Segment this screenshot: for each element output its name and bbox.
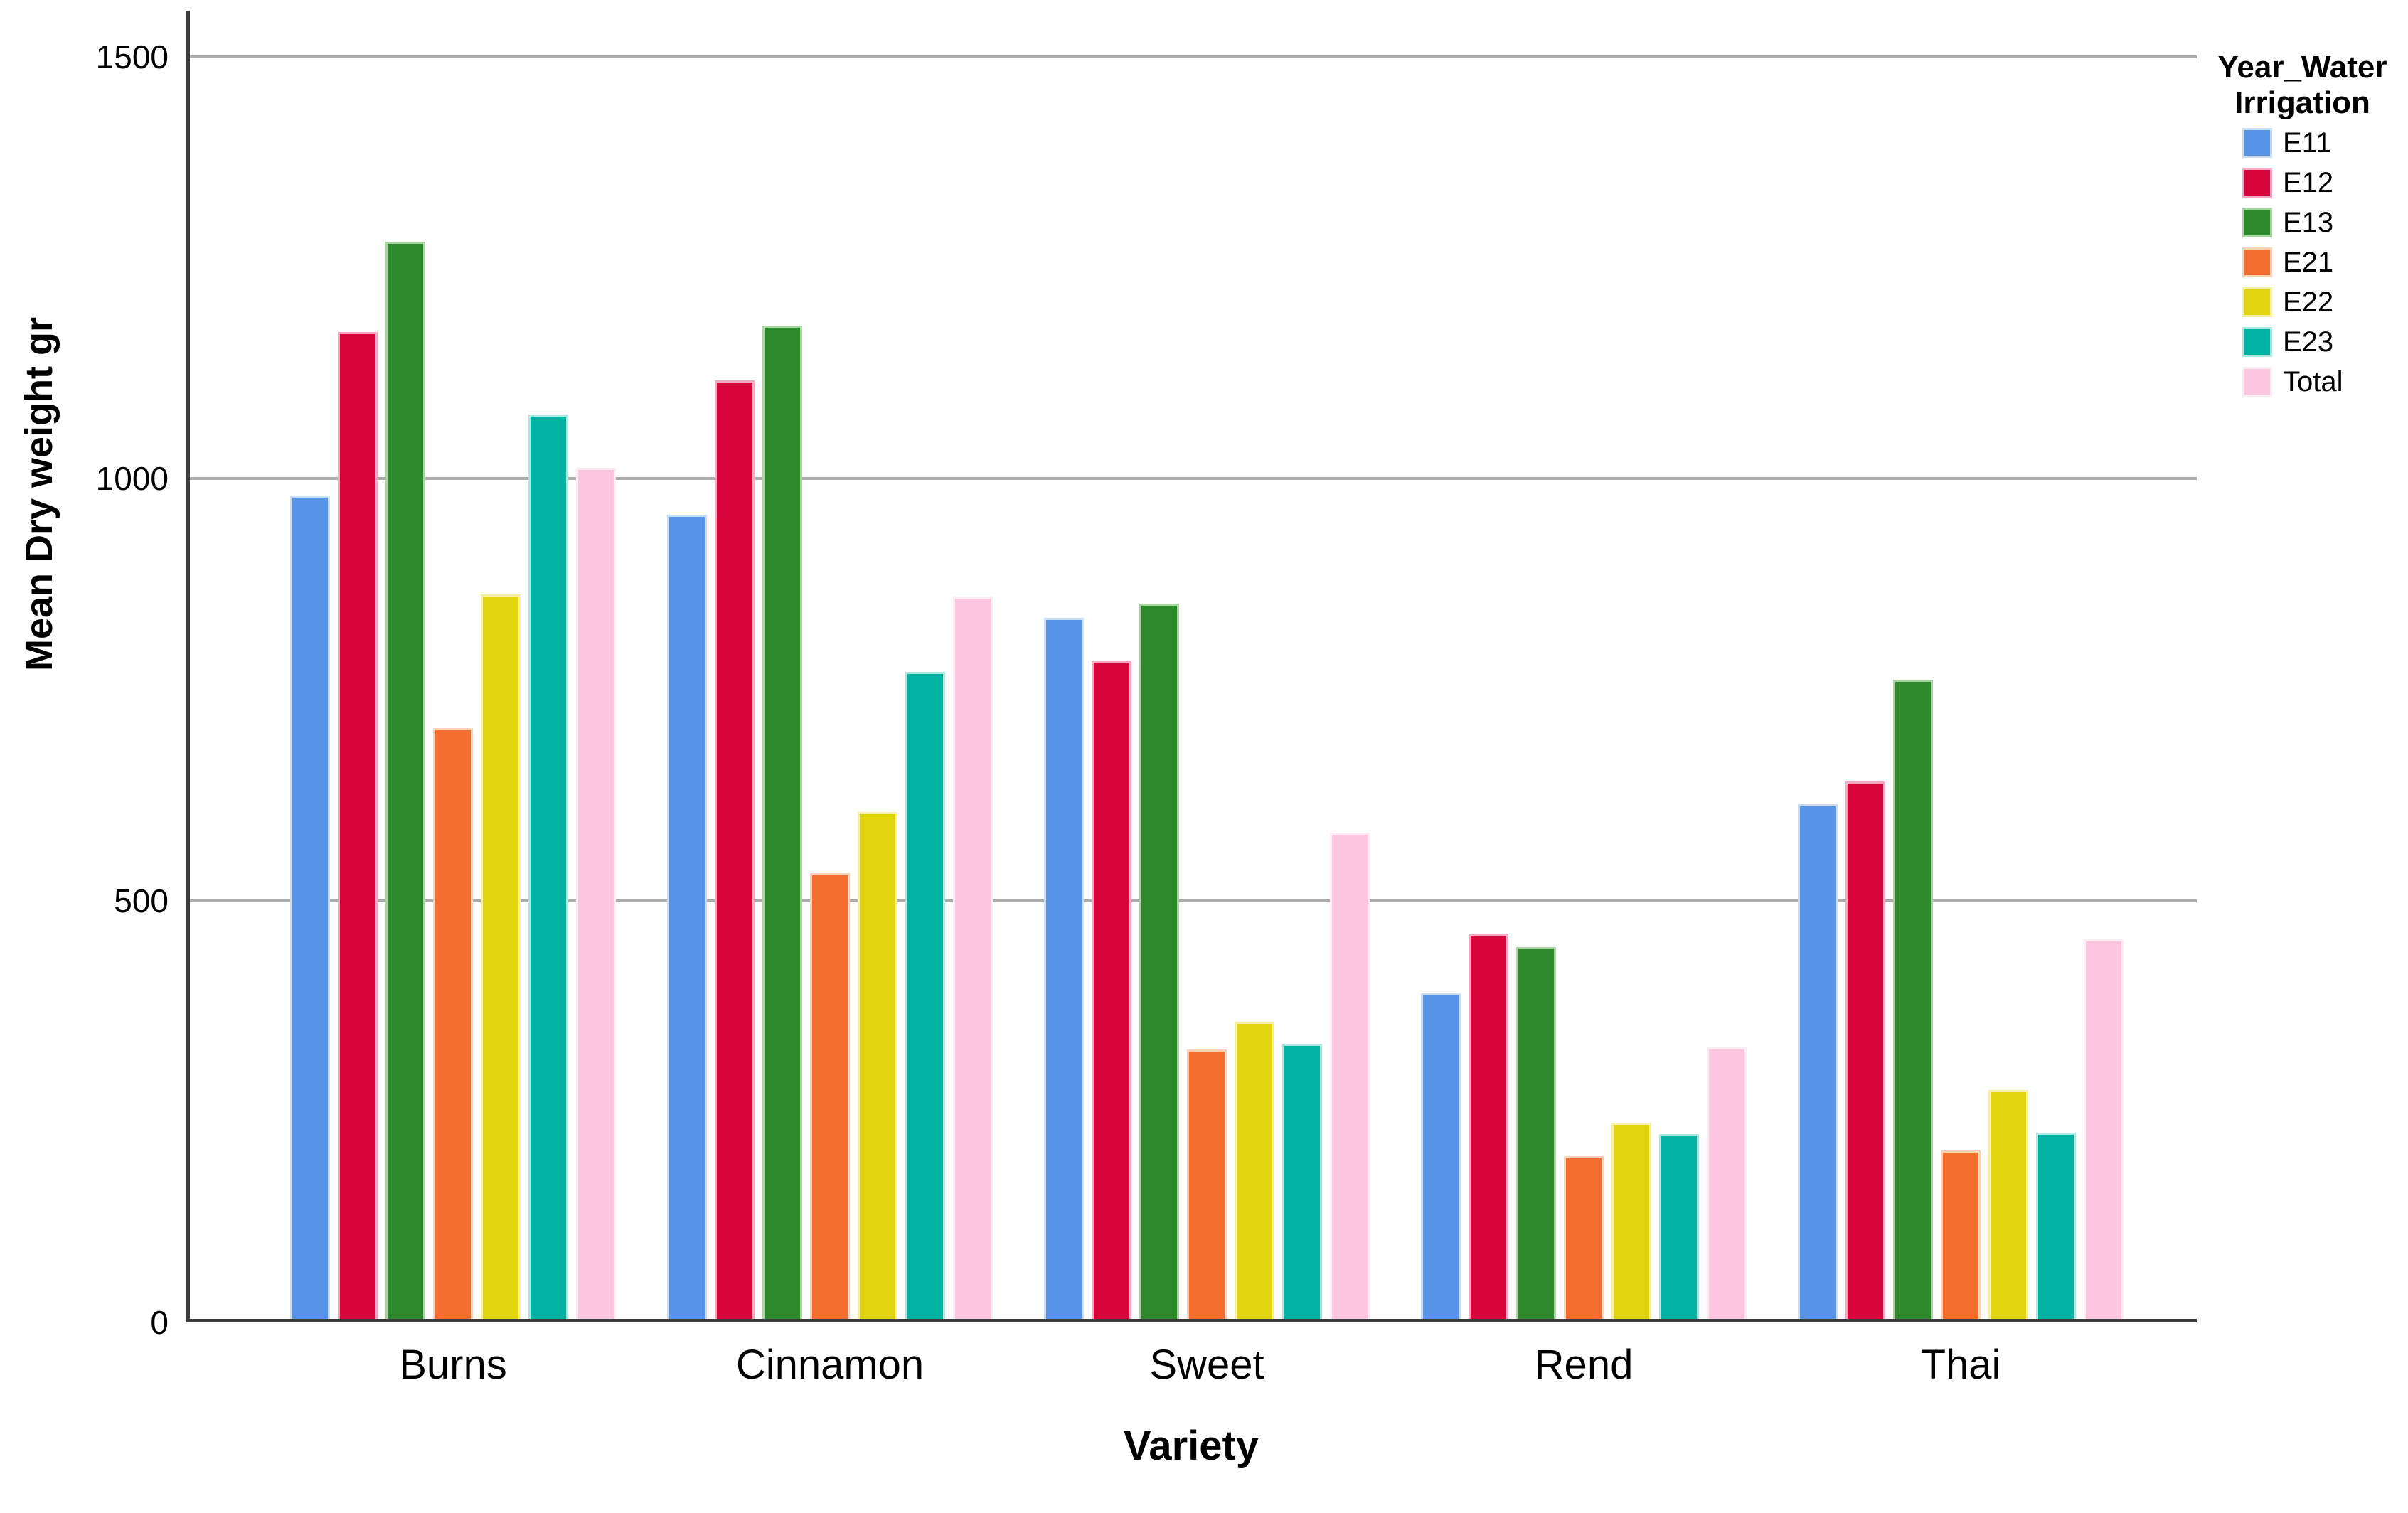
bar-rend-e23 <box>1659 1134 1699 1319</box>
x-tick-rend: Rend <box>1534 1342 1634 1388</box>
bar-thai-e11 <box>1798 804 1838 1319</box>
legend-label-e12: E12 <box>2283 167 2334 198</box>
bar-thai-total <box>2084 939 2124 1319</box>
y-tick-1500: 1500 <box>95 38 169 75</box>
legend-label-e23: E23 <box>2283 326 2334 358</box>
bar-burns-total <box>576 468 616 1319</box>
x-axis-title: Variety <box>1123 1423 1259 1469</box>
legend-label-total: Total <box>2283 366 2343 397</box>
legend-title-line1: Year_Water <box>2217 50 2387 85</box>
legend-title: Year_Water Irrigation <box>2201 50 2404 121</box>
bar-burns-e21 <box>433 728 473 1319</box>
bar-sweet-e21 <box>1187 1049 1227 1319</box>
bar-cinnamon-e23 <box>905 672 945 1319</box>
bar-sweet-total <box>1330 833 1370 1319</box>
legend-label-e22: E22 <box>2283 287 2334 318</box>
legend-entry-e22: E22 <box>2242 287 2404 317</box>
bar-rend-e12 <box>1469 934 1508 1319</box>
x-tick-sweet: Sweet <box>1149 1342 1264 1388</box>
plot-area: Burns Cinnamon Sweet Rend Thai <box>186 11 2197 1386</box>
bar-sweet-e23 <box>1282 1044 1322 1319</box>
x-tick-cinnamon: Cinnamon <box>735 1342 925 1388</box>
bar-thai-e21 <box>1941 1150 1981 1319</box>
legend-swatch-e12 <box>2242 168 2272 198</box>
legend-entry-total: Total <box>2242 367 2404 397</box>
group-thai: Thai <box>1798 7 2124 1386</box>
y-tick-500: 500 <box>114 882 169 919</box>
group-cinnamon: Cinnamon <box>667 7 993 1386</box>
legend-label-e21: E21 <box>2283 247 2334 278</box>
bar-cinnamon-e12 <box>715 380 755 1319</box>
bar-sweet-e12 <box>1092 661 1131 1319</box>
bar-groups: Burns Cinnamon Sweet Rend Thai <box>190 7 2197 1386</box>
legend-entry-e23: E23 <box>2242 327 2404 357</box>
legend-swatch-e22 <box>2242 287 2272 317</box>
bar-rend-e22 <box>1611 1123 1651 1319</box>
bar-sweet-e11 <box>1044 618 1084 1319</box>
legend: Year_Water Irrigation E11 E12 E13 E21 E22 E23… <box>2201 50 2404 397</box>
legend-swatch-e13 <box>2242 208 2272 237</box>
bar-sweet-e22 <box>1235 1022 1274 1319</box>
legend-swatch-e11 <box>2242 128 2272 158</box>
legend-label-e11: E11 <box>2283 127 2332 159</box>
group-sweet: Sweet <box>1044 7 1370 1386</box>
y-tick-1000: 1000 <box>95 460 169 498</box>
legend-entry-e21: E21 <box>2242 247 2404 277</box>
bar-burns-e13 <box>385 242 425 1319</box>
legend-entry-e12: E12 <box>2242 168 2404 198</box>
bar-thai-e13 <box>1893 680 1933 1319</box>
y-tick-0: 0 <box>150 1304 169 1341</box>
group-burns: Burns <box>290 7 616 1386</box>
legend-entries: E11 E12 E13 E21 E22 E23 Total <box>2242 128 2404 397</box>
bar-rend-e11 <box>1421 993 1461 1319</box>
bar-burns-e23 <box>528 415 568 1319</box>
group-rend: Rend <box>1421 7 1747 1386</box>
legend-label-e13: E13 <box>2283 207 2334 238</box>
bar-thai-e22 <box>1988 1090 2028 1319</box>
bar-cinnamon-e11 <box>667 515 707 1319</box>
bar-burns-e11 <box>290 496 330 1319</box>
legend-title-line2: Irrigation <box>2234 85 2370 120</box>
bar-thai-e12 <box>1845 781 1885 1319</box>
bar-burns-e12 <box>338 332 378 1319</box>
legend-entry-e11: E11 <box>2242 128 2404 158</box>
bar-rend-total <box>1707 1047 1747 1319</box>
x-tick-thai: Thai <box>1920 1342 2001 1388</box>
x-tick-burns: Burns <box>399 1342 507 1388</box>
bar-rend-e13 <box>1516 947 1556 1319</box>
legend-swatch-e23 <box>2242 327 2272 357</box>
legend-swatch-total <box>2242 367 2272 397</box>
bar-rend-e21 <box>1564 1156 1604 1319</box>
bar-sweet-e13 <box>1139 604 1179 1319</box>
bar-cinnamon-e21 <box>810 873 850 1319</box>
bar-burns-e22 <box>481 594 521 1319</box>
gridline-1000 <box>190 477 2197 481</box>
legend-swatch-e21 <box>2242 247 2272 277</box>
bar-cinnamon-total <box>953 597 993 1319</box>
bar-thai-e23 <box>2036 1133 2076 1319</box>
gridline-1500 <box>190 55 2197 58</box>
bar-cinnamon-e13 <box>762 326 802 1319</box>
bar-cinnamon-e22 <box>858 812 897 1319</box>
gridline-500 <box>190 899 2197 902</box>
legend-entry-e13: E13 <box>2242 208 2404 237</box>
